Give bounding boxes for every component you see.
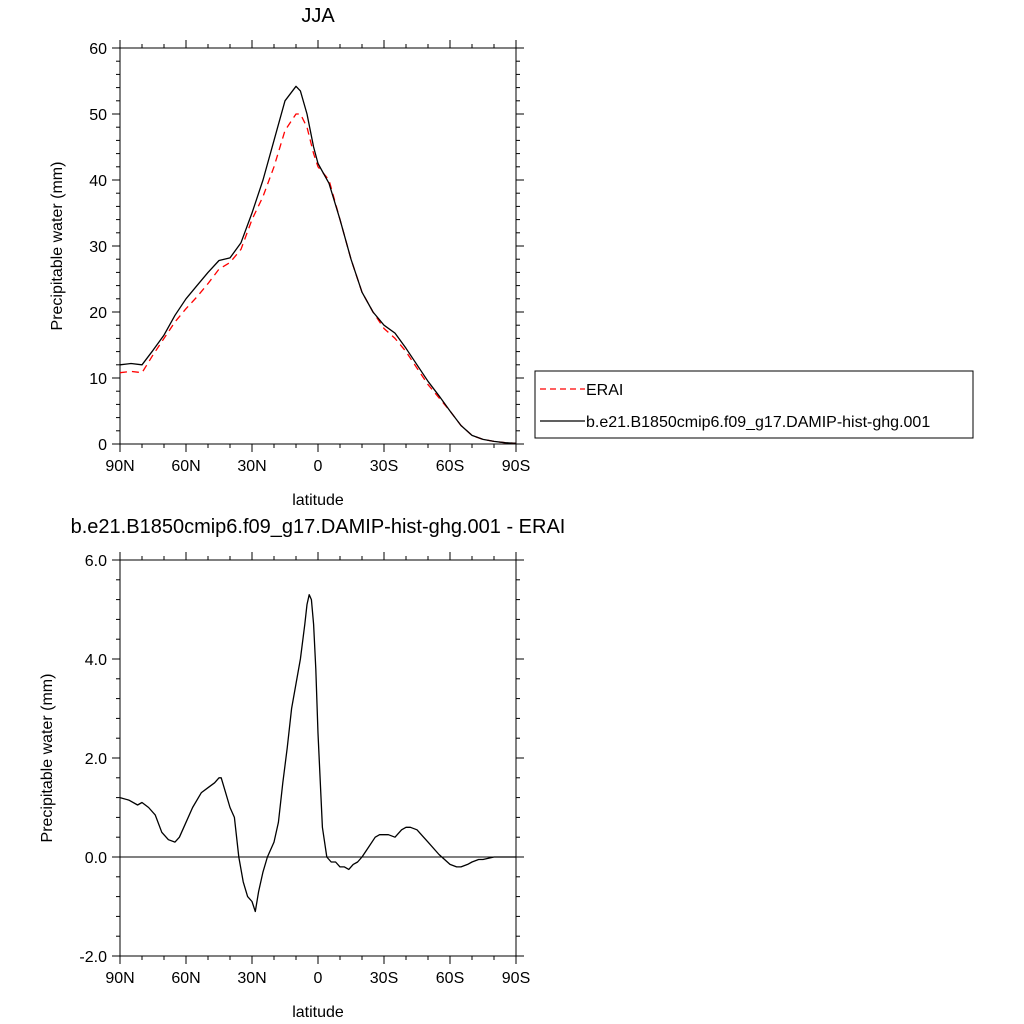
y-tick-label: 60 <box>89 41 107 58</box>
y-tick-label: 50 <box>89 107 107 124</box>
axis-ticks: 90N 60N 30N 0 30S 60S 90S 0 10 20 30 40 50 60 <box>89 40 530 475</box>
x-tick-label: 60S <box>436 458 464 475</box>
y-tick-label: 30 <box>89 239 107 256</box>
y-axis-label: Precipitable water (mm) <box>39 674 56 843</box>
x-tick-label: 90N <box>105 970 134 987</box>
x-tick-label: 90S <box>502 458 530 475</box>
series-line-difference <box>119 594 516 913</box>
y-tick-label: 2.0 <box>85 751 107 768</box>
x-tick-label: 30N <box>237 970 266 987</box>
plot-frame <box>119 47 517 445</box>
axis-ticks: 90N 60N 30N 0 30S 60S 90S -2.0 0.0 2.0 4.0 6.0 <box>79 552 530 987</box>
y-tick-label: 0.0 <box>85 850 107 867</box>
x-tick-label: 30N <box>237 458 266 475</box>
y-axis-label: Precipitable water (mm) <box>49 162 66 331</box>
x-tick-label: 90S <box>502 970 530 987</box>
x-axis-label: latitude <box>292 492 344 509</box>
x-tick-label: 30S <box>370 458 398 475</box>
y-tick-label: 10 <box>89 371 107 388</box>
x-tick-label: 60S <box>436 970 464 987</box>
y-tick-label: -2.0 <box>79 949 107 966</box>
plot-frame <box>119 559 517 957</box>
x-axis-label: latitude <box>292 1004 344 1021</box>
legend-label-erai: ERAI <box>586 382 623 399</box>
precipitable-water-chart: JJA 90N 60N 30N 0 30S 60S 90S 0 10 20 30 40 50 60 lat… <box>49 5 530 509</box>
x-tick-label: 0 <box>314 970 323 987</box>
x-tick-label: 0 <box>314 458 323 475</box>
difference-chart: b.e21.B1850cmip6.f09_g17.DAMIP-hist-ghg.… <box>39 516 565 1021</box>
x-tick-label: 60N <box>171 458 200 475</box>
y-tick-label: 40 <box>89 173 107 190</box>
y-tick-label: 4.0 <box>85 652 107 669</box>
y-tick-label: 6.0 <box>85 553 107 570</box>
x-tick-label: 30S <box>370 970 398 987</box>
chart-title: b.e21.B1850cmip6.f09_g17.DAMIP-hist-ghg.… <box>71 516 566 538</box>
legend: ERAI b.e21.B1850cmip6.f09_g17.DAMIP-hist… <box>534 370 974 439</box>
x-tick-label: 90N <box>105 458 134 475</box>
series-lines <box>119 85 517 444</box>
y-tick-label: 0 <box>98 437 107 454</box>
chart-title: JJA <box>301 5 335 27</box>
x-tick-label: 60N <box>171 970 200 987</box>
series-line-b-e21-b1850cmip6-f09-g17-damip-hist-ghg-001 <box>119 85 517 444</box>
y-tick-label: 20 <box>89 305 107 322</box>
series-lines <box>119 594 516 913</box>
legend-box <box>534 370 974 439</box>
legend-label-model: b.e21.B1850cmip6.f09_g17.DAMIP-hist-ghg.… <box>586 414 930 431</box>
